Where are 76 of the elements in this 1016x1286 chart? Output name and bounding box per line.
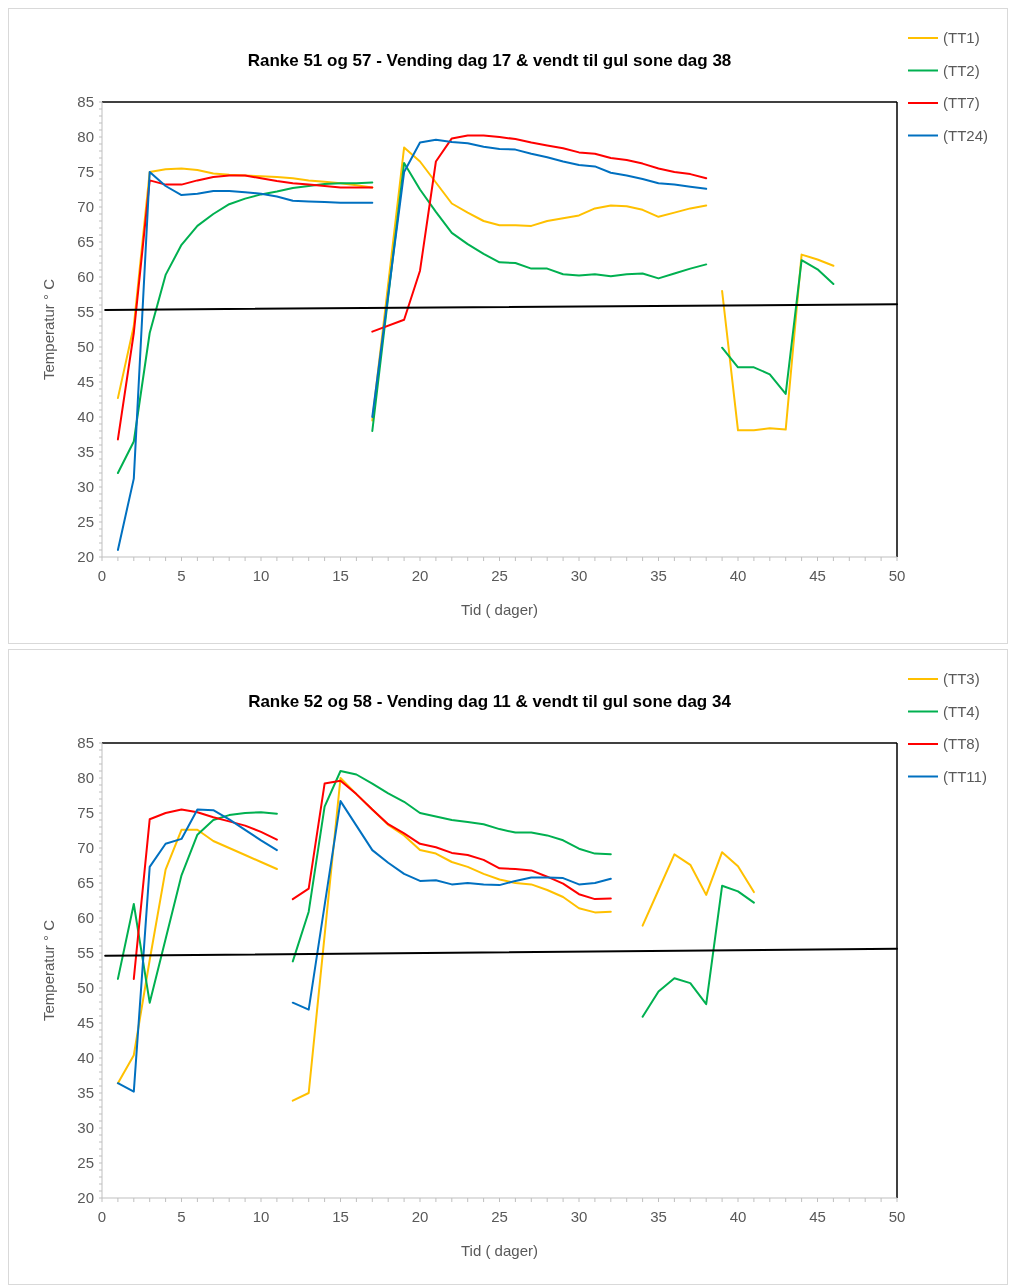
chart-title: Ranke 52 og 58 - Vending dag 11 & vendt til gul sone dag 34 <box>248 692 732 711</box>
x-tick-label: 0 <box>97 567 107 584</box>
y-tick-label: 45 <box>77 373 94 391</box>
y-tick-label: 40 <box>77 1049 94 1067</box>
x-tick-label: 35 <box>650 567 667 584</box>
x-tick-label: 15 <box>332 567 349 584</box>
x-tick-label: 40 <box>729 1208 747 1225</box>
line-series <box>721 253 835 432</box>
y-tick-label: 50 <box>77 979 94 997</box>
y-tick-label: 20 <box>77 548 94 566</box>
y-tick-label: 50 <box>77 338 94 356</box>
x-tick-label: 0 <box>97 1208 107 1225</box>
y-tick-label: 65 <box>77 233 94 251</box>
y-tick-label: 85 <box>77 93 94 111</box>
x-tick-label: 50 <box>888 567 906 584</box>
y-tick-label: 80 <box>77 769 94 787</box>
x-axis-title: Tid ( dager) <box>461 601 538 618</box>
y-tick-label: 85 <box>77 734 94 752</box>
line-series <box>116 171 374 551</box>
x-tick-label: 5 <box>177 567 186 584</box>
chart-title: Ranke 51 og 57 - Vending dag 17 & vendt til gul sone dag 38 <box>247 51 732 70</box>
legend-label: (TT2) <box>943 61 980 79</box>
legend-label: (TT8) <box>943 735 980 753</box>
x-tick-label: 40 <box>729 567 747 584</box>
line-series <box>132 808 278 980</box>
y-tick-label: 20 <box>77 1189 94 1207</box>
y-tick-label: 75 <box>77 163 94 181</box>
legend-label: (TT1) <box>943 29 980 47</box>
line-series <box>291 777 612 1102</box>
y-tick-label: 70 <box>77 839 94 857</box>
x-tick-label: 10 <box>252 567 270 584</box>
line-series <box>641 851 755 927</box>
y-tick-label: 45 <box>77 1014 94 1032</box>
legend-label: (TT4) <box>943 702 980 720</box>
y-tick-label: 60 <box>77 268 94 286</box>
y-axis-title: Temperatur ° C <box>40 278 57 381</box>
y-tick-label: 60 <box>77 909 94 927</box>
x-tick-label: 30 <box>570 567 588 584</box>
y-tick-label: 65 <box>77 874 94 892</box>
y-tick-label: 30 <box>77 1119 94 1137</box>
x-tick-label: 5 <box>177 1208 186 1225</box>
line-series <box>291 770 612 963</box>
y-tick-label: 35 <box>77 1084 94 1102</box>
x-tick-label: 50 <box>888 1208 906 1225</box>
legend-label: (TT11) <box>943 767 987 785</box>
legend-label: (TT3) <box>943 670 980 688</box>
y-tick-label: 80 <box>77 128 94 146</box>
line-series <box>291 779 612 901</box>
x-tick-label: 45 <box>809 1208 826 1225</box>
x-axis-title: Tid ( dager) <box>461 1242 538 1259</box>
x-tick-label: 20 <box>411 567 429 584</box>
x-tick-label: 15 <box>332 1208 349 1225</box>
x-tick-label: 10 <box>252 1208 270 1225</box>
x-tick-label: 30 <box>570 1208 588 1225</box>
y-tick-label: 25 <box>77 1154 94 1172</box>
legend-label: (TT24) <box>943 126 988 144</box>
x-tick-label: 45 <box>809 567 826 584</box>
x-tick-label: 25 <box>491 1208 508 1225</box>
line-series <box>371 134 708 333</box>
y-tick-label: 30 <box>77 478 94 496</box>
line-series <box>291 800 612 1011</box>
y-tick-label: 25 <box>77 513 94 531</box>
x-tick-label: 25 <box>491 567 508 584</box>
y-tick-label: 55 <box>77 303 94 321</box>
line-series <box>116 811 278 1004</box>
line-series <box>721 259 835 395</box>
legend-label: (TT7) <box>943 94 980 112</box>
y-tick-label: 55 <box>77 944 94 962</box>
y-tick-label: 75 <box>77 804 94 822</box>
x-tick-label: 20 <box>411 1208 429 1225</box>
y-tick-label: 70 <box>77 198 94 216</box>
y-axis-title: Temperatur ° C <box>40 919 57 1022</box>
line-series <box>641 884 755 1018</box>
x-tick-label: 35 <box>650 1208 667 1225</box>
y-tick-label: 35 <box>77 443 94 461</box>
y-tick-label: 40 <box>77 408 94 426</box>
